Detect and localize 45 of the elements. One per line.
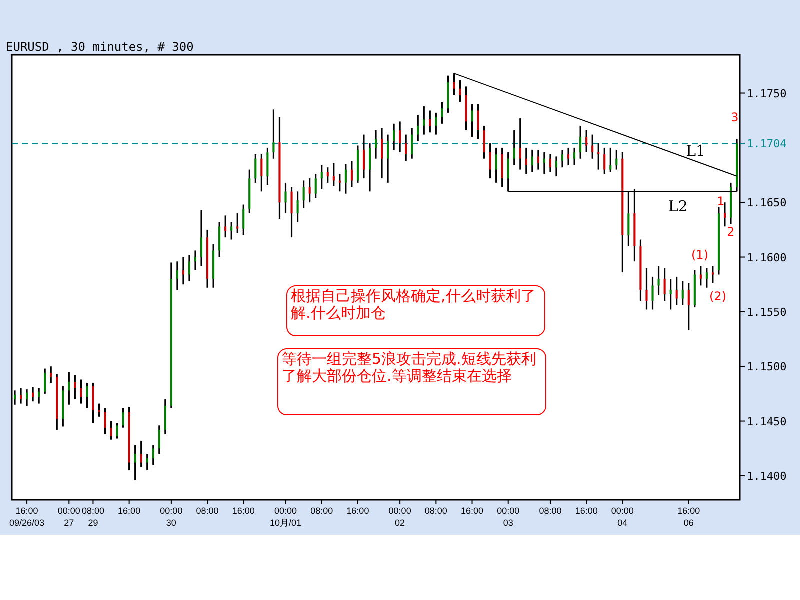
ytick: 1.1450	[747, 415, 787, 428]
title: EURUSD , 30 minutes, # 300	[6, 40, 194, 54]
xtick: 08:00	[196, 506, 219, 516]
ytick: 1.1550	[747, 306, 787, 319]
xtick: 08:00	[424, 506, 448, 516]
annotation: 1	[717, 194, 725, 208]
xtick: 08:00	[539, 506, 562, 516]
annotation: 根据自己操作风格确定,什么时获利了解.什么时加仓	[291, 288, 537, 322]
xtick: 16:00	[678, 506, 700, 516]
ytick: 1.1600	[747, 251, 787, 264]
xtick: 16:00	[232, 506, 255, 516]
ytick: 1.1400	[747, 470, 787, 483]
xtick: 00:00	[611, 506, 634, 516]
xtick: 00:00	[274, 506, 298, 516]
series-name: L1	[686, 142, 706, 160]
xtick: 16:00	[118, 506, 141, 516]
xtick: 27	[64, 518, 74, 528]
annotation: (2)	[710, 290, 726, 304]
ref-label: 1.1704	[747, 138, 787, 151]
xtick: 10月/01	[270, 518, 302, 528]
ytick: 1.1650	[747, 196, 787, 210]
xtick: 16:00	[575, 506, 598, 516]
annotation: 2	[727, 225, 735, 240]
annotation: (1)	[692, 248, 708, 262]
ytick: 1.1750	[747, 87, 787, 100]
annotation: 3	[731, 110, 739, 124]
xtick: 04	[618, 518, 628, 528]
xtick: 29	[88, 518, 98, 528]
xtick: 16:00	[346, 506, 370, 516]
series-name: L2	[668, 198, 688, 216]
xtick: 09/26/03	[10, 518, 45, 528]
xtick: 08:00	[310, 506, 334, 516]
xtick: 03	[503, 518, 514, 528]
annotation: 等待一组完整5浪攻击完成.短线先获利了解大部份仓位.等调整结束在选择	[282, 351, 538, 385]
xtick: 06	[684, 518, 694, 528]
xtick: 00:00	[388, 506, 412, 516]
xtick: 00:00	[58, 506, 80, 516]
xtick: 30	[166, 518, 176, 528]
xtick: 08:00	[82, 506, 104, 516]
ytick: 1.1500	[747, 360, 787, 374]
xtick: 00:00	[160, 506, 183, 516]
xtick: 16:00	[461, 506, 484, 516]
xtick: 16:00	[16, 506, 38, 516]
xtick: 00:00	[497, 506, 520, 516]
xtick: 02	[395, 518, 406, 528]
